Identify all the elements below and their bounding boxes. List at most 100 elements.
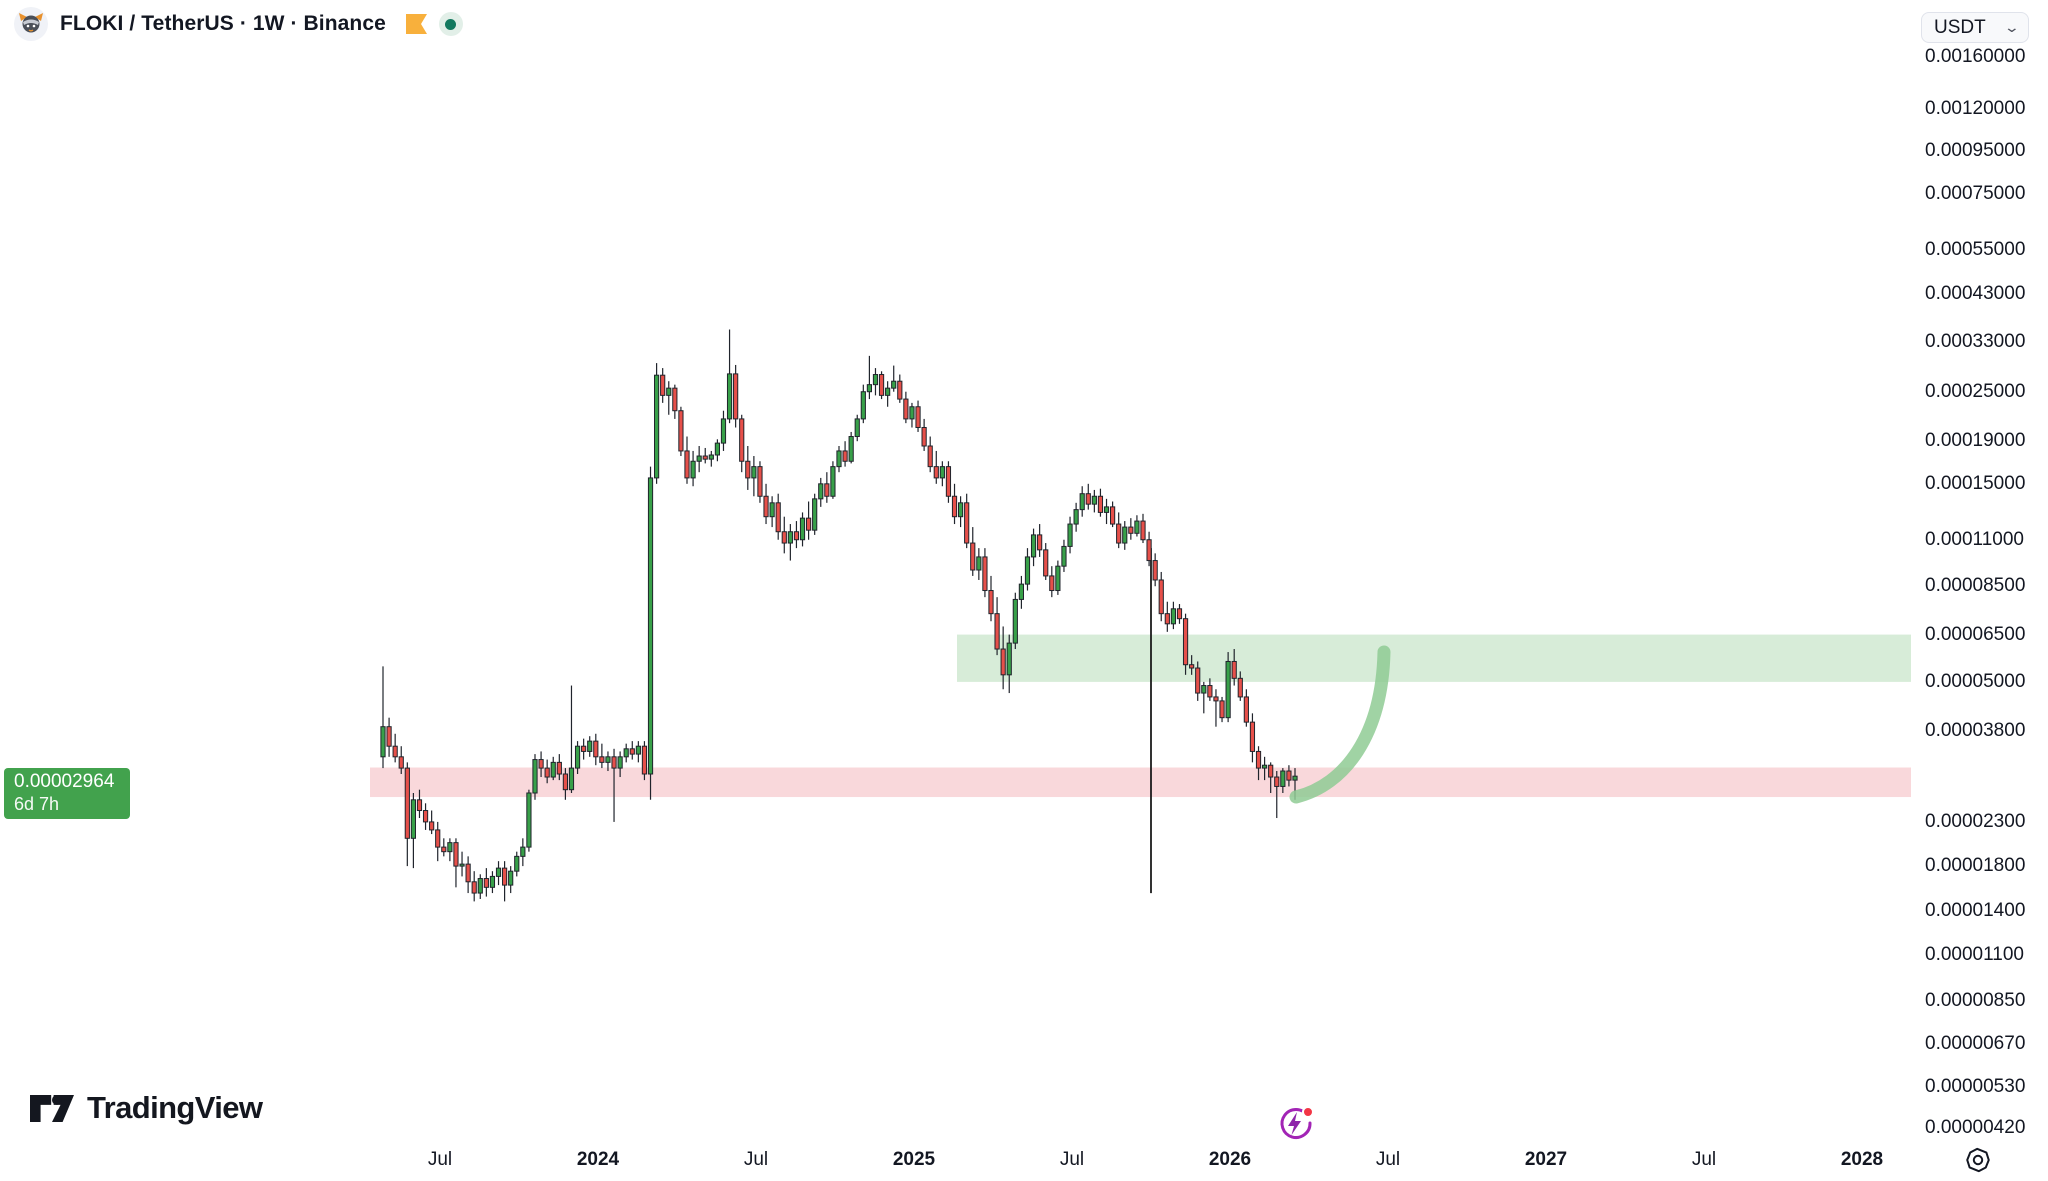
candle-down bbox=[1140, 520, 1146, 541]
candle-down bbox=[1152, 560, 1158, 581]
candle-down bbox=[1164, 613, 1170, 625]
time-tick: 2025 bbox=[892, 1149, 936, 1170]
candle-down bbox=[1158, 579, 1164, 615]
time-tick: Jul bbox=[1691, 1149, 1717, 1170]
candle-up bbox=[885, 387, 891, 396]
price-tick: 0.00043000 bbox=[1925, 282, 2026, 304]
candle-up bbox=[1067, 523, 1073, 547]
price-tick: 0.00015000 bbox=[1925, 472, 2026, 494]
candle-down bbox=[806, 517, 812, 531]
candle-up bbox=[812, 498, 818, 531]
candle-up bbox=[532, 759, 538, 794]
candle-down bbox=[951, 495, 958, 518]
candle-down bbox=[641, 745, 648, 775]
candle-up bbox=[909, 406, 915, 420]
price-tick: 0.00001100 bbox=[1925, 943, 2024, 965]
candle-down bbox=[672, 387, 678, 412]
candle-up bbox=[1292, 775, 1298, 781]
candle-down bbox=[471, 881, 477, 894]
candle-down bbox=[1237, 677, 1243, 698]
candle-down bbox=[775, 502, 781, 533]
candle-down bbox=[1189, 664, 1195, 669]
price-tick: 0.00000530 bbox=[1925, 1075, 2026, 1097]
price-tick: 0.00120000 bbox=[1925, 97, 2026, 119]
candle-up bbox=[1079, 493, 1085, 511]
candle-up bbox=[939, 466, 945, 479]
candle-down bbox=[897, 380, 903, 400]
candle-up bbox=[848, 436, 854, 462]
lightning-circle-icon[interactable] bbox=[1272, 1100, 1318, 1146]
time-tick: 2026 bbox=[1208, 1149, 1252, 1170]
candle-up bbox=[1134, 520, 1140, 534]
candle-down bbox=[1043, 549, 1049, 577]
candle-up bbox=[787, 531, 793, 544]
curved-arrow-up-drawing[interactable] bbox=[1289, 645, 1391, 804]
price-tick: 0.00055000 bbox=[1925, 238, 2026, 260]
candle-up bbox=[769, 502, 775, 518]
current-price-label: 0.00002964 6d 7h bbox=[4, 768, 130, 820]
price-tick: 0.00002300 bbox=[1925, 810, 2026, 832]
candle-up bbox=[799, 517, 806, 541]
candle-down bbox=[422, 810, 429, 823]
candle-down bbox=[1110, 506, 1116, 525]
gear-icon[interactable] bbox=[1962, 1144, 1994, 1176]
candle-down bbox=[1268, 764, 1274, 778]
candle-down bbox=[611, 756, 617, 769]
symbol-title[interactable]: FLOKI / TetherUS · 1W · Binance bbox=[60, 12, 386, 35]
candle-down bbox=[556, 761, 562, 775]
price-tick: 0.00000670 bbox=[1925, 1033, 2026, 1055]
candle-down bbox=[453, 842, 459, 867]
candle-up bbox=[459, 863, 465, 867]
tradingview-logo-text: TradingView bbox=[87, 1090, 263, 1125]
candle-down bbox=[1116, 523, 1122, 544]
candle-down bbox=[416, 799, 423, 812]
flag-icon[interactable] bbox=[405, 14, 427, 34]
candle-down bbox=[757, 466, 763, 497]
candle-down bbox=[441, 846, 447, 853]
candle-down bbox=[1255, 750, 1262, 769]
floki-coin-logo-icon bbox=[14, 7, 48, 41]
candle-down bbox=[745, 460, 751, 479]
tradingview-logo-mark bbox=[30, 1094, 74, 1122]
candle-down bbox=[903, 398, 909, 420]
candle-up bbox=[1055, 565, 1061, 592]
candle-up bbox=[1012, 598, 1018, 644]
candle-up bbox=[958, 502, 964, 518]
price-tick: 0.00075000 bbox=[1925, 182, 2026, 204]
candle-down bbox=[988, 590, 994, 615]
time-axis[interactable]: Jul 2024 Jul 2025 Jul 2026 Jul 2027 Jul 2028 bbox=[0, 1140, 2048, 1181]
candle-up bbox=[690, 460, 696, 479]
price-tick: 0.00003800 bbox=[1925, 720, 2026, 742]
candle-up bbox=[526, 792, 532, 848]
candle-down bbox=[1000, 648, 1006, 676]
candle-down bbox=[1128, 526, 1134, 534]
candle-up bbox=[550, 761, 556, 778]
candle-down bbox=[702, 455, 708, 460]
candle-up bbox=[830, 466, 836, 497]
candle-down bbox=[878, 374, 885, 396]
supply-target-zone[interactable] bbox=[957, 634, 1911, 682]
price-axis[interactable]: 0.00160000 0.00120000 0.00095000 0.00075000… bbox=[1911, 0, 2048, 1181]
price-tick: 0.00025000 bbox=[1925, 380, 2026, 402]
candle-down bbox=[1243, 696, 1249, 723]
candle-down bbox=[927, 445, 933, 468]
time-tick: 2028 bbox=[1840, 1149, 1884, 1170]
candle-up bbox=[836, 450, 842, 468]
demand-entry-zone[interactable] bbox=[370, 767, 1911, 798]
price-tick: 0.00001800 bbox=[1925, 855, 2026, 877]
market-open-dot-icon[interactable] bbox=[438, 12, 463, 36]
candle-up bbox=[976, 556, 982, 571]
candle-down bbox=[1182, 618, 1189, 666]
candle-down bbox=[1049, 575, 1055, 592]
time-tick: Jul bbox=[1059, 1149, 1085, 1170]
candle-down bbox=[921, 426, 927, 447]
bar-countdown: 6d 7h bbox=[14, 794, 60, 815]
currency-selector[interactable]: USDT ⌄ bbox=[1921, 12, 2029, 43]
candle-down bbox=[933, 466, 939, 479]
candle-down bbox=[1219, 700, 1225, 719]
candle-down bbox=[483, 878, 489, 888]
candle-up bbox=[635, 745, 641, 755]
tradingview-logo[interactable]: TradingView bbox=[30, 1090, 263, 1126]
